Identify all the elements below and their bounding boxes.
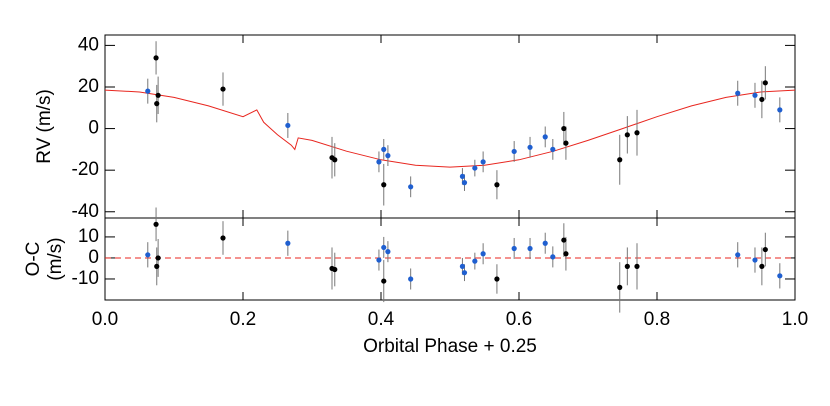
- data-point: [381, 244, 387, 251]
- data-point: [153, 55, 159, 61]
- data-point: [762, 246, 768, 253]
- data-point: [332, 157, 338, 163]
- data-point: [285, 240, 291, 246]
- data-point: [154, 101, 160, 107]
- data-point: [550, 254, 556, 260]
- data-point: [381, 182, 387, 188]
- data-point: [617, 157, 623, 163]
- data-point: [752, 257, 758, 263]
- data-point: [634, 130, 640, 136]
- x-tick-label: 0.4: [368, 309, 395, 330]
- x-tick-label: 0.0: [92, 309, 118, 330]
- data-point: [408, 184, 414, 190]
- x-tick-label: 0.2: [230, 309, 256, 330]
- x-axis-label: Orbital Phase + 0.25: [363, 336, 537, 357]
- data-point: [461, 180, 468, 186]
- data-point: [561, 125, 567, 132]
- data-point: [376, 257, 382, 263]
- data-point: [542, 134, 548, 140]
- y-tick-label: 20: [78, 76, 99, 97]
- y-tick-label: -20: [72, 159, 99, 180]
- data-point: [472, 165, 478, 171]
- data-point: [735, 252, 741, 258]
- data-point: [480, 159, 486, 165]
- data-point: [561, 237, 567, 243]
- y-axis-label: RV (m/s): [34, 89, 55, 164]
- data-point: [511, 148, 517, 155]
- data-point: [220, 235, 226, 241]
- data-point: [153, 221, 159, 227]
- data-point: [735, 90, 741, 96]
- y-axis-label: O-C: [23, 242, 44, 277]
- data-point: [550, 146, 556, 152]
- data-point: [762, 80, 768, 86]
- data-point: [759, 263, 765, 269]
- data-point: [480, 251, 486, 257]
- x-tick-label: 0.8: [644, 309, 670, 330]
- data-point: [542, 240, 548, 246]
- y-tick-label: 0: [88, 247, 99, 268]
- data-point: [472, 258, 478, 264]
- data-point: [459, 263, 466, 269]
- data-point: [155, 92, 161, 98]
- data-point: [408, 276, 414, 282]
- data-point: [459, 173, 466, 180]
- data-point: [759, 96, 765, 103]
- data-point: [511, 245, 517, 252]
- plot-frame: [104, 34, 796, 219]
- data-point: [332, 266, 338, 273]
- model-curve: [104, 89, 796, 168]
- data-point: [494, 182, 500, 188]
- data-point: [617, 284, 623, 290]
- data-point: [563, 140, 569, 146]
- data-point: [527, 245, 533, 252]
- y-tick-label: 10: [78, 226, 99, 247]
- data-point: [385, 153, 391, 159]
- y-tick-label: -40: [72, 201, 99, 222]
- x-tick-label: 0.6: [506, 309, 532, 330]
- data-point: [563, 251, 569, 257]
- data-point: [145, 88, 151, 94]
- data-point: [155, 255, 161, 261]
- data-point: [381, 146, 387, 152]
- data-point: [777, 107, 783, 113]
- data-point: [494, 276, 500, 282]
- data-point: [777, 273, 783, 279]
- data-point: [285, 122, 291, 129]
- data-point: [385, 249, 391, 255]
- y-tick-label: -10: [72, 268, 99, 289]
- data-point: [624, 263, 630, 269]
- data-point: [752, 92, 758, 98]
- data-point: [461, 270, 468, 276]
- y-axis-label: (m/s): [45, 237, 66, 280]
- y-tick-label: 0: [88, 118, 99, 139]
- plot-frame: [104, 217, 796, 301]
- data-point: [624, 132, 630, 138]
- data-point: [376, 159, 382, 165]
- data-point: [154, 263, 160, 269]
- data-point: [634, 263, 640, 269]
- data-point: [527, 144, 533, 150]
- data-point: [220, 86, 226, 92]
- data-point: [145, 252, 151, 258]
- x-tick-label: 1.0: [782, 309, 808, 330]
- data-point: [381, 278, 387, 284]
- y-tick-label: 40: [78, 34, 99, 55]
